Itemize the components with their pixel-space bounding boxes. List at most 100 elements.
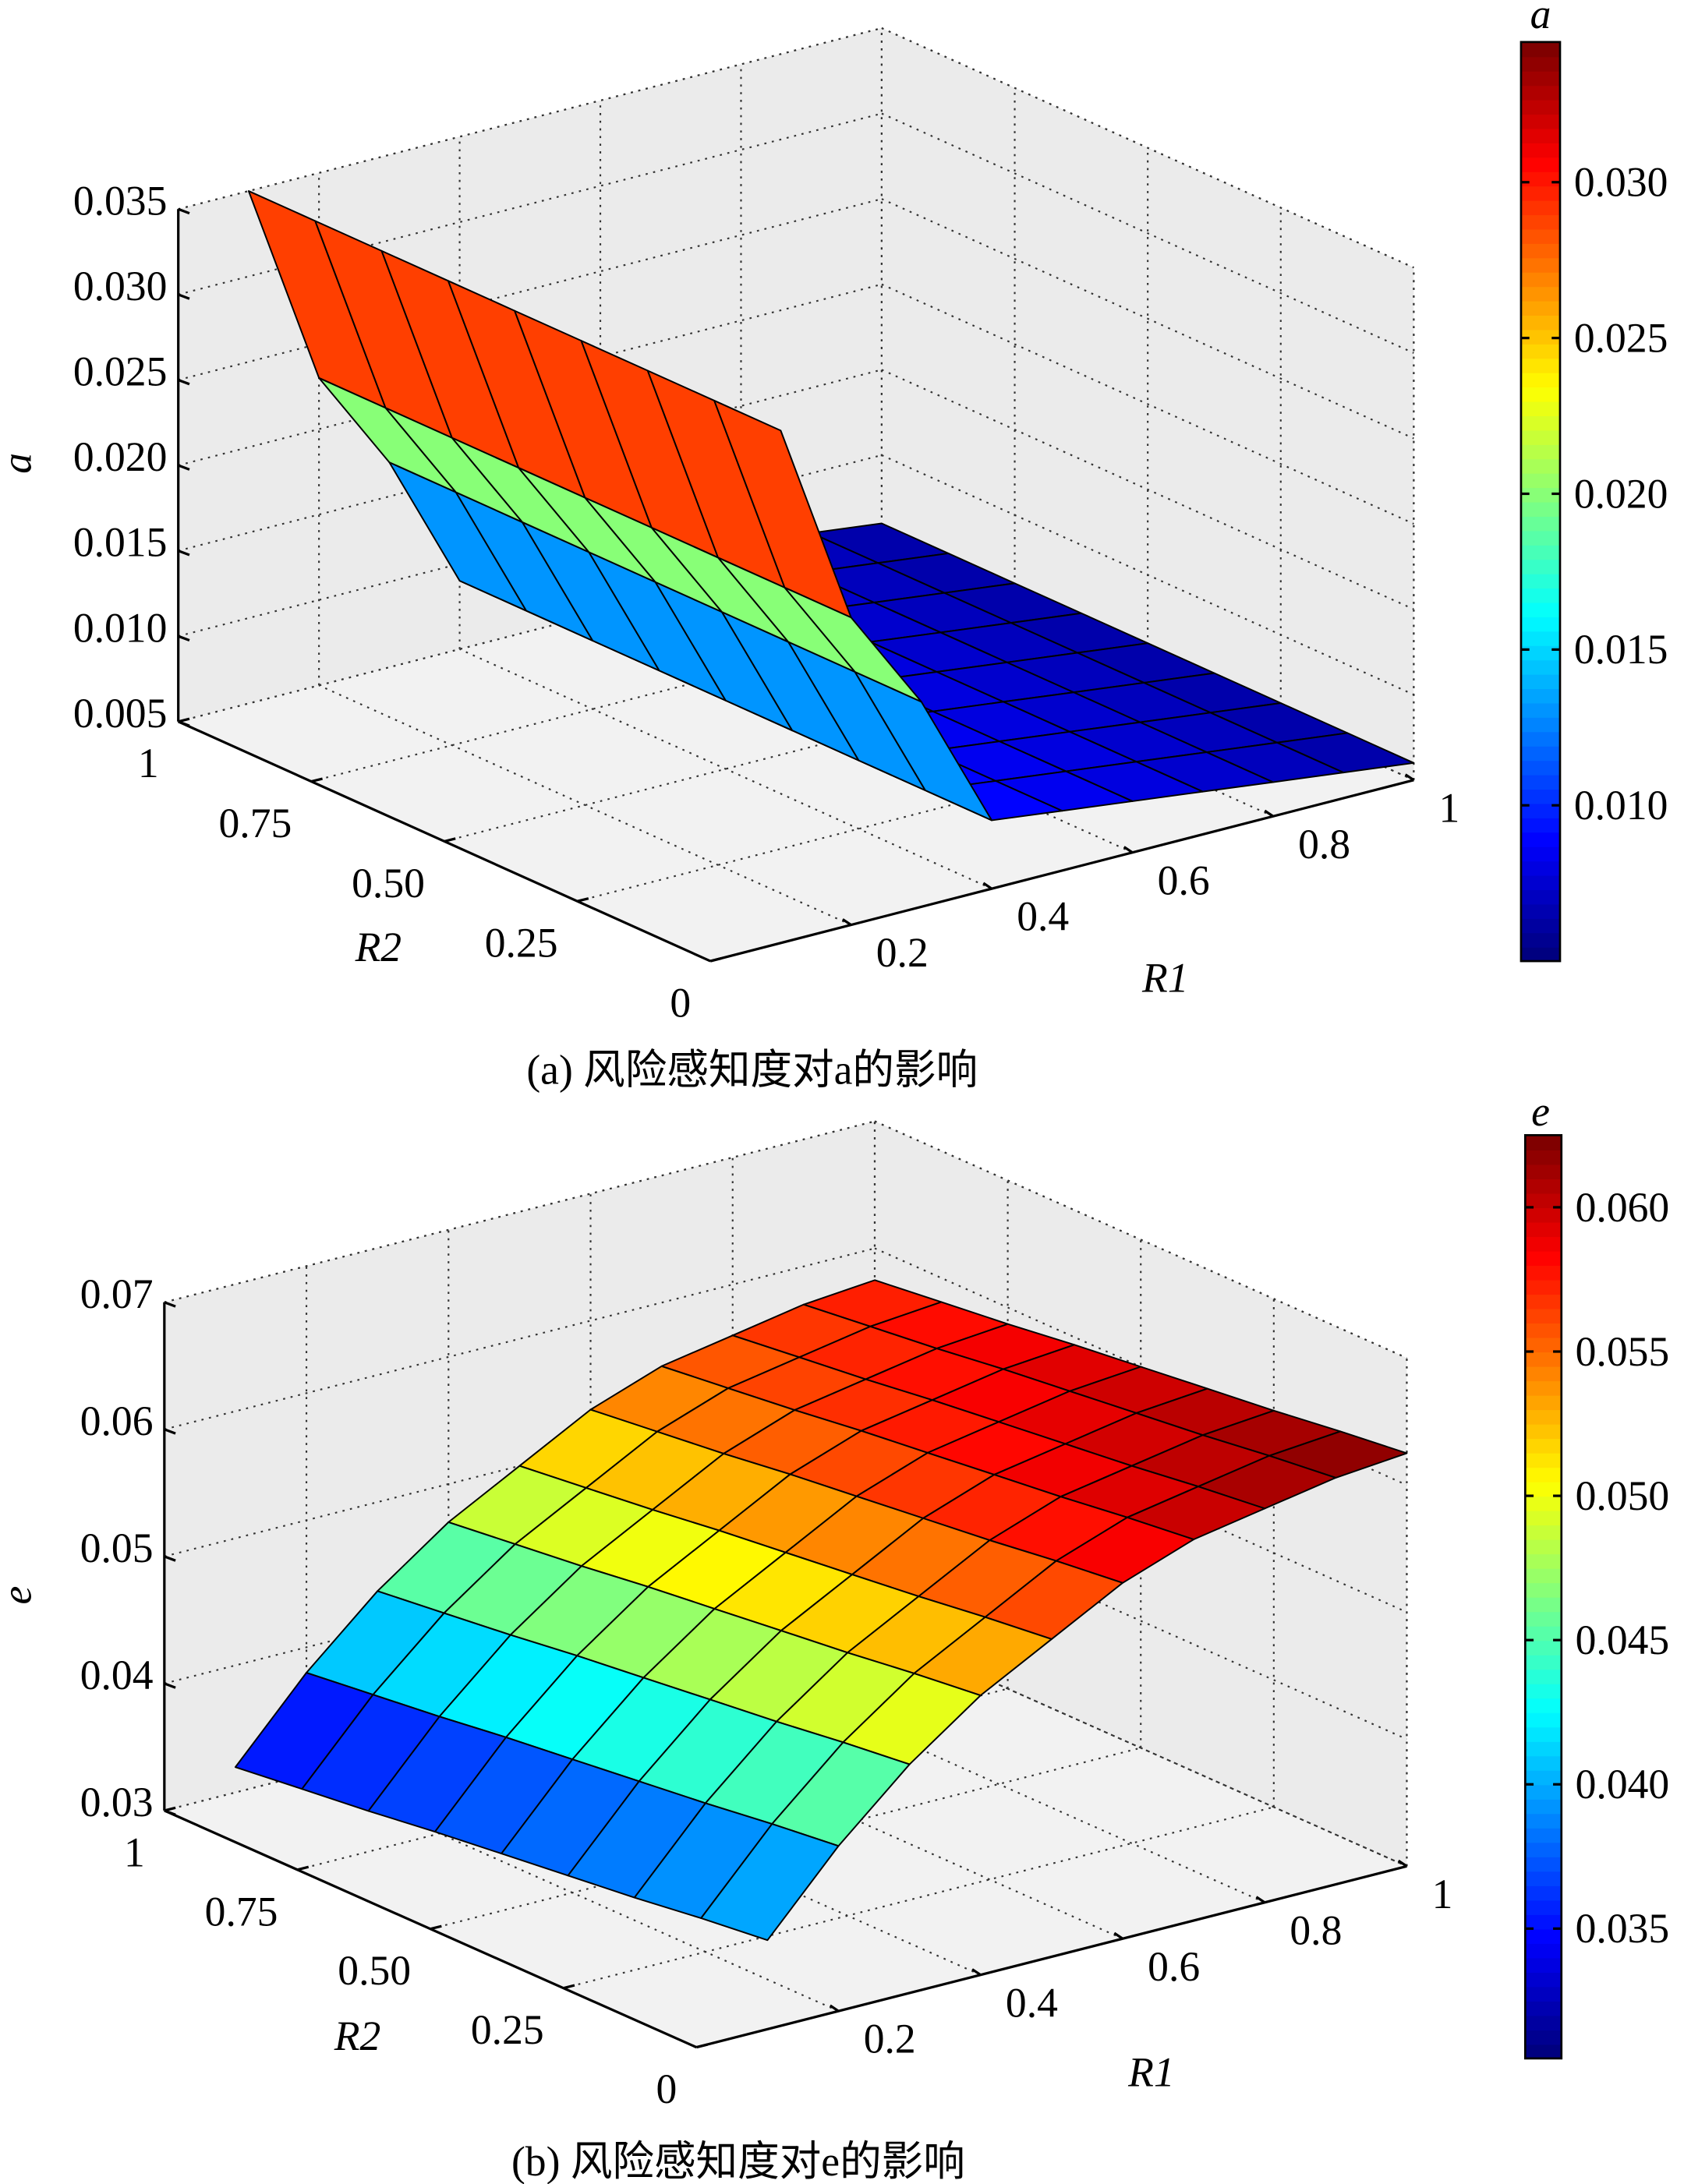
colorbar-segment xyxy=(1520,631,1560,646)
r2-tick xyxy=(178,717,190,723)
colorbar-segment xyxy=(1525,1798,1562,1815)
colorbar-segment xyxy=(1520,774,1560,790)
colorbar-segment xyxy=(1525,1871,1562,1886)
r1-tick-label: 0.4 xyxy=(1017,893,1069,940)
colorbar-segment xyxy=(1520,702,1560,718)
gridline xyxy=(178,112,883,295)
colorbar-segment xyxy=(1520,200,1560,216)
z-tick xyxy=(178,550,190,557)
colorbar-segment xyxy=(1525,1380,1562,1396)
colorbar-segment xyxy=(1520,415,1560,431)
colorbar-segment xyxy=(1525,1164,1562,1179)
r1-tick xyxy=(971,1968,982,1977)
z-tick-label: 0.005 xyxy=(73,690,168,737)
colorbar-tick-label: 0.025 xyxy=(1574,314,1668,361)
colorbar-segment xyxy=(1525,1496,1562,1511)
z-tick-label: 0.015 xyxy=(73,519,168,566)
z-tick xyxy=(178,378,190,386)
colorbar-segment xyxy=(1525,1366,1562,1382)
colorbar-segment xyxy=(1520,387,1560,402)
gridline xyxy=(318,684,852,926)
r2-tick xyxy=(563,1984,575,1990)
gridline xyxy=(178,283,883,467)
box-edge xyxy=(881,27,1414,269)
colorbar-segment xyxy=(1525,1842,1562,1857)
z-tick xyxy=(164,1301,176,1308)
colorbar-segment xyxy=(1525,1755,1562,1771)
colorbar-segment xyxy=(1525,1596,1562,1613)
colorbar-segment xyxy=(1525,1221,1562,1238)
colorbar-segment xyxy=(1525,1409,1562,1425)
r2-tick-label: 0.25 xyxy=(485,920,558,967)
r2-tick-label: 1 xyxy=(124,1829,145,1875)
colorbar-tick-label: 0.015 xyxy=(1574,626,1668,673)
gridline xyxy=(881,454,1414,696)
colorbar-segment xyxy=(1525,1481,1562,1497)
r2-tick xyxy=(709,956,722,963)
r1-tick xyxy=(829,2004,840,2013)
colorbar-segment xyxy=(1525,1567,1562,1584)
surface-patch xyxy=(700,1823,840,1942)
colorbar-segment xyxy=(1520,429,1560,445)
z-tick-label: 0.025 xyxy=(73,348,168,395)
r2-tick xyxy=(444,837,456,843)
colorbar-tick-label: 0.060 xyxy=(1576,1184,1670,1231)
colorbar-segment xyxy=(1520,372,1560,388)
colorbar-segment xyxy=(1525,1827,1562,1843)
colorbar-segment xyxy=(1525,1654,1562,1670)
colorbar-segment xyxy=(1520,588,1560,603)
colorbar-tick-label: 0.020 xyxy=(1574,470,1668,517)
z-tick-label: 0.04 xyxy=(80,1652,154,1698)
colorbar-segment xyxy=(1520,358,1560,373)
r2-tick-label: 1 xyxy=(138,740,159,786)
colorbar-segment xyxy=(1520,559,1560,574)
r2-tick-label: 0 xyxy=(656,2066,677,2112)
z-tick xyxy=(164,1428,176,1435)
colorbar-segment xyxy=(1525,1264,1562,1281)
gridline xyxy=(874,1628,1407,1868)
gridline xyxy=(178,369,883,552)
r1-tick xyxy=(1123,846,1134,854)
colorbar-segment xyxy=(1520,214,1560,230)
colorbar-segment xyxy=(1520,803,1560,818)
r2-tick xyxy=(577,897,589,903)
colorbar-segment xyxy=(1520,114,1560,129)
colorbar-label: e xyxy=(1531,1088,1550,1135)
colorbar-segment xyxy=(1520,343,1560,359)
colorbar-segment xyxy=(1525,1683,1562,1699)
colorbar-tick-label: 0.055 xyxy=(1576,1328,1670,1375)
colorbar-segment xyxy=(1525,1352,1562,1367)
colorbar-segment xyxy=(1525,1337,1562,1353)
colorbar-segment xyxy=(1525,1178,1562,1194)
r2-tick-label: 0.25 xyxy=(471,2006,544,2053)
r1-tick-label: 0.2 xyxy=(876,929,929,976)
colorbar-segment xyxy=(1520,875,1560,891)
colorbar-segment xyxy=(1525,1207,1562,1223)
z-tick xyxy=(178,207,190,215)
colorbar-segment xyxy=(1525,1149,1562,1165)
r2-tick-label: 0.75 xyxy=(205,1888,278,1935)
colorbar-segment xyxy=(1520,501,1560,517)
colorbar-segment xyxy=(1525,1279,1562,1295)
r2-axis-label: R2 xyxy=(334,2013,381,2059)
r1-tick xyxy=(1264,809,1274,818)
figure-caption: (a) 风险感知度对a的影响 xyxy=(526,1046,978,1093)
colorbar-segment xyxy=(1520,300,1560,316)
colorbar-segment xyxy=(1520,716,1560,733)
r2-tick xyxy=(310,777,323,783)
colorbar-segment xyxy=(1525,1971,1562,1988)
r1-tick xyxy=(982,882,992,890)
colorbar-segment xyxy=(1520,602,1560,617)
r2-tick-label: 0.50 xyxy=(338,1947,411,1994)
colorbar-segment xyxy=(1525,2044,1562,2059)
r1-axis xyxy=(709,779,1414,963)
colorbar-segment xyxy=(1520,128,1560,143)
colorbar-segment xyxy=(1525,1235,1562,1252)
colorbar-segment xyxy=(1520,544,1560,560)
r1-tick-label: 0.4 xyxy=(1006,1979,1058,2026)
colorbar-segment xyxy=(1525,1582,1562,1598)
colorbar-segment xyxy=(1525,2029,1562,2045)
r1-tick xyxy=(842,918,852,926)
colorbar-segment xyxy=(1520,731,1560,747)
